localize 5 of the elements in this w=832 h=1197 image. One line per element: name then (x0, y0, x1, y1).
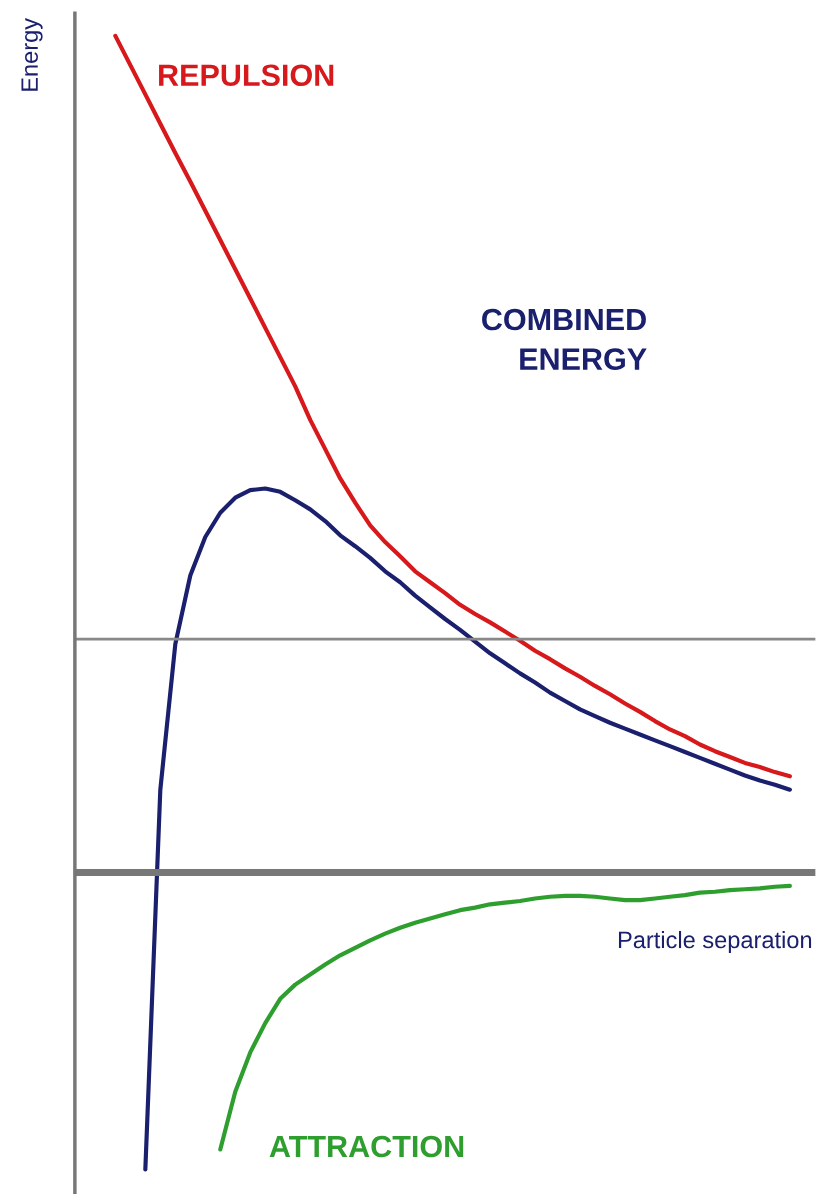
x-axis-title: Particle separation (618, 930, 812, 953)
series-label: ATTRACTION (269, 1135, 464, 1158)
series-label: REPULSION (159, 64, 334, 87)
text: COMBINED ENERGY (482, 308, 647, 370)
y-axis-title: Energy (21, 18, 43, 91)
